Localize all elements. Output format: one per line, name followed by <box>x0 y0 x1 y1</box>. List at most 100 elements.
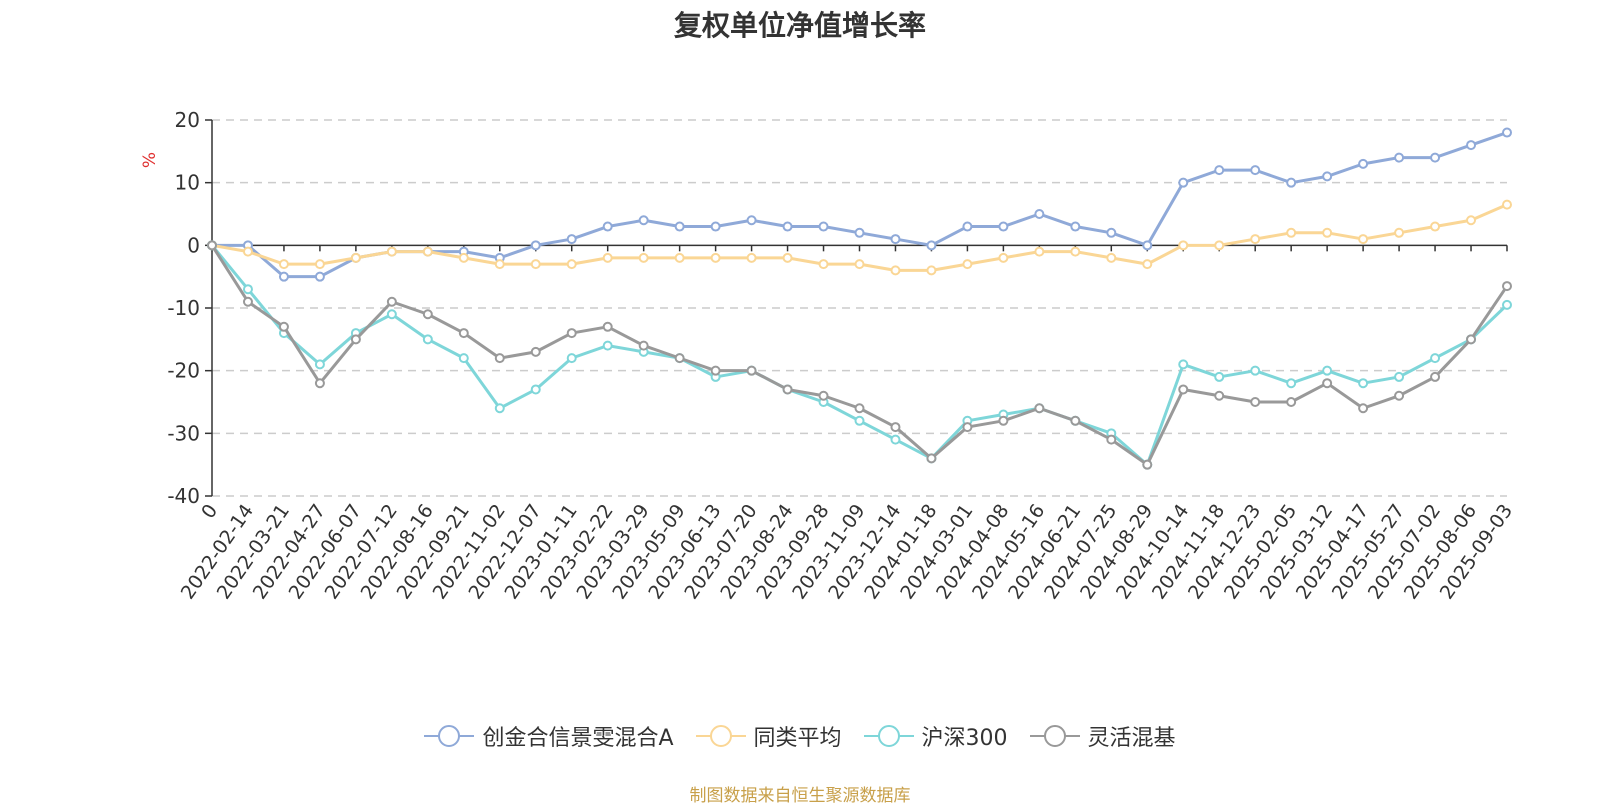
y-tick-label: -10 <box>167 296 200 320</box>
data-point <box>1250 165 1261 176</box>
series-2 <box>207 199 1512 276</box>
data-point <box>1322 171 1333 182</box>
data-point <box>1034 209 1045 219</box>
data-point <box>926 453 937 464</box>
data-point <box>998 415 1009 426</box>
data-point <box>602 221 613 232</box>
series-layer <box>207 127 1512 470</box>
legend-item[interactable]: 灵活混基 <box>1029 720 1176 752</box>
series-3 <box>207 240 1512 470</box>
series-line <box>210 244 1509 467</box>
data-point <box>350 334 361 345</box>
data-point <box>1250 397 1261 407</box>
data-point <box>602 321 613 332</box>
data-point <box>674 353 685 364</box>
y-tick-label: 20 <box>175 108 200 132</box>
data-point <box>890 265 901 276</box>
data-point <box>494 403 505 414</box>
legend-label: 沪深300 <box>921 726 1008 751</box>
data-point <box>782 252 793 263</box>
data-point <box>1430 371 1441 382</box>
data-point <box>962 259 973 270</box>
data-point <box>854 227 865 238</box>
data-point <box>1358 234 1369 245</box>
data-point <box>1286 378 1297 389</box>
data-point <box>926 240 937 251</box>
data-point <box>1178 384 1189 395</box>
data-point <box>962 221 973 232</box>
data-point <box>494 353 505 364</box>
data-point <box>566 259 577 270</box>
y-tick-label: -30 <box>167 421 200 445</box>
data-point <box>1322 365 1333 376</box>
data-point <box>1034 246 1045 257</box>
data-point <box>386 309 397 320</box>
data-point <box>818 221 829 232</box>
data-point <box>890 234 901 245</box>
data-point <box>1358 158 1369 169</box>
data-point <box>854 259 865 270</box>
legend-item[interactable]: 创金合信景雯混合A <box>424 720 674 752</box>
data-point <box>1358 378 1369 389</box>
data-point <box>1430 353 1441 364</box>
data-point <box>314 271 325 282</box>
data-point <box>1394 371 1405 382</box>
data-point <box>710 252 721 263</box>
data-point <box>1070 221 1081 232</box>
data-point <box>314 378 325 389</box>
y-tick-label: -20 <box>167 359 200 383</box>
data-point <box>1358 403 1369 414</box>
data-point <box>746 252 757 263</box>
data-point <box>1286 397 1297 407</box>
data-point <box>242 284 253 295</box>
data-point <box>782 221 793 232</box>
data-point <box>1178 240 1189 251</box>
data-point <box>566 234 577 245</box>
data-point <box>638 252 649 263</box>
data-point <box>1214 371 1225 382</box>
data-point <box>1250 234 1261 245</box>
data-point <box>854 403 865 414</box>
data-point <box>314 259 325 270</box>
data-point <box>314 359 325 370</box>
legend-item[interactable]: 同类平均 <box>695 720 842 752</box>
legend-label: 灵活混基 <box>1087 726 1176 751</box>
data-point <box>207 240 217 251</box>
data-point <box>1106 434 1117 445</box>
data-point <box>1214 240 1225 251</box>
data-point <box>1178 177 1189 188</box>
data-point <box>242 296 253 307</box>
data-point <box>818 259 829 270</box>
legend-label: 创金合信景雯混合A <box>482 726 674 751</box>
legend: 创金合信景雯混合A 同类平均 沪深300 灵活混基 <box>0 720 1600 752</box>
data-point <box>566 353 577 364</box>
data-point <box>1286 227 1297 238</box>
data-point <box>1142 459 1153 470</box>
data-point <box>1430 221 1441 232</box>
data-point <box>1106 227 1117 238</box>
data-point <box>1502 281 1512 292</box>
y-tick-label: -40 <box>167 484 200 508</box>
data-point <box>386 246 397 257</box>
series-4 <box>207 240 1512 470</box>
data-point <box>278 259 289 270</box>
data-point <box>1214 165 1225 176</box>
data-point <box>998 221 1009 232</box>
data-point <box>890 434 901 445</box>
data-point <box>1466 215 1477 226</box>
data-point <box>458 353 469 364</box>
data-point <box>1142 240 1153 251</box>
data-point <box>530 259 541 270</box>
legend-marker <box>695 725 746 747</box>
legend-item[interactable]: 沪深300 <box>863 720 1008 752</box>
data-point <box>1178 359 1189 370</box>
data-point <box>1502 199 1512 210</box>
series-1 <box>207 127 1512 282</box>
chart-title: 复权单位净值增长率 <box>673 9 926 42</box>
data-point <box>746 365 757 376</box>
x-axis: 02022-02-142022-03-212022-04-272022-06-0… <box>177 244 1517 603</box>
data-point <box>710 365 721 376</box>
legend-marker <box>1029 725 1080 747</box>
series-line <box>210 244 1509 467</box>
